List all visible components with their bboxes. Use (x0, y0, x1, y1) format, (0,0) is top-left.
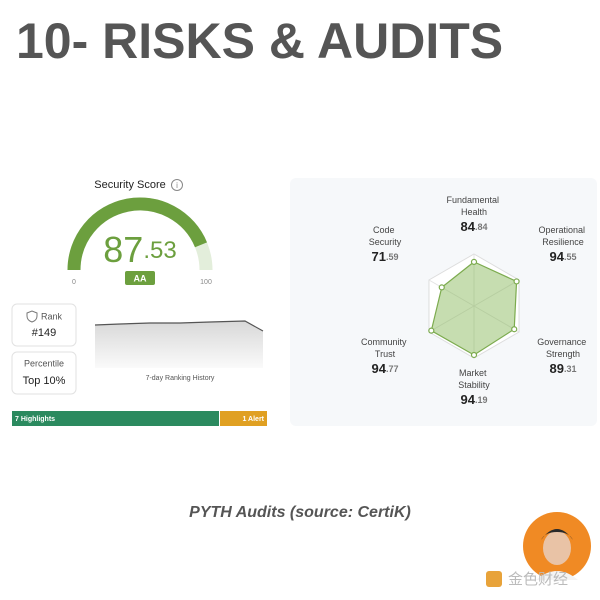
radar-value: 94.19 (461, 392, 488, 407)
caption: PYTH Audits (source: CertiK) (189, 504, 411, 521)
gauge: 87.53 AA 0 100 (67, 197, 213, 286)
logo-icon (486, 571, 502, 587)
alerts-bar (220, 411, 267, 426)
radar-point (470, 351, 478, 359)
radar-value: 71.59 (372, 249, 399, 264)
security-score-label: Security Score (94, 179, 166, 191)
history-label: 7-day Ranking History (146, 375, 215, 382)
rank-value: #149 (32, 327, 56, 339)
radar-label: Operational Resilience (538, 225, 587, 247)
radar-point (470, 258, 478, 265)
radar-point (438, 284, 445, 291)
radar-label: Market Stability (458, 368, 490, 390)
gauge-max-label: 100 (200, 279, 212, 286)
radar-value: 94.77 (372, 361, 399, 376)
history-line (94, 320, 264, 332)
grade-badge (125, 271, 155, 285)
radar-label: Community Trust (361, 337, 409, 359)
radar-spoke (473, 279, 520, 307)
slide-title: 10- RISKS & AUDITS (16, 13, 503, 69)
highlights-bar (12, 411, 219, 426)
watermark: 金色财经 (508, 571, 568, 588)
gauge-value (67, 197, 208, 271)
shield-icon (26, 310, 38, 323)
radar-spoke (428, 305, 475, 333)
percentile-label: Percentile (24, 358, 64, 368)
gauge-min-label: 0 (72, 279, 76, 286)
radar-point (428, 327, 435, 334)
percentile-box (11, 351, 77, 395)
radar-spoke (473, 305, 520, 333)
rank-label: Rank (41, 311, 63, 321)
history-area (95, 321, 263, 368)
radar-label: Fundamental Health (446, 195, 501, 217)
alerts-text: 1 Alert (242, 416, 264, 423)
avatar-hair (541, 529, 573, 540)
info-icon-glyph: i (176, 181, 178, 190)
avatar-face (543, 531, 571, 565)
percentile-value: Top 10% (23, 375, 66, 387)
radar-label: Code Security (369, 225, 402, 247)
radar-spoke (428, 279, 475, 307)
highlights-text: 7 Highlights (15, 416, 55, 423)
radar-point (513, 278, 520, 285)
radar-point (511, 326, 518, 333)
security-score-value: 87.53 (103, 229, 176, 270)
info-icon (171, 179, 183, 191)
avatar-shirt (536, 571, 578, 580)
radar-value: 84.84 (461, 219, 488, 234)
radar-value: 89.31 (550, 361, 577, 376)
radar-value: 94.55 (550, 249, 577, 264)
radar-label: Governance Strength (537, 337, 589, 359)
grade-text: AA (134, 273, 147, 283)
rank-box (11, 303, 77, 347)
radar-chart: Fundamental Health 84.84 Operational Resil… (361, 195, 589, 407)
